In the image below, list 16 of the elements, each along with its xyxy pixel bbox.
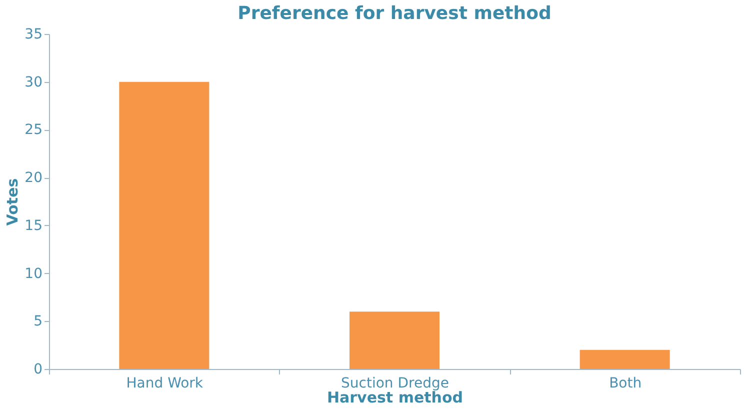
y-tick-label: 15 <box>24 218 42 234</box>
y-tick-label: 10 <box>24 266 42 282</box>
bar <box>580 350 670 369</box>
bar <box>119 82 210 369</box>
chart-title: Preference for harvest method <box>238 3 552 24</box>
x-tick-label: Hand Work <box>126 376 204 392</box>
y-axis-title: Votes <box>4 178 22 226</box>
y-tick-label: 30 <box>24 74 42 90</box>
y-tick-label: 35 <box>24 26 42 42</box>
y-tick-label: 20 <box>24 170 42 186</box>
y-tick-label: 5 <box>34 314 42 330</box>
y-tick-label: 25 <box>24 122 42 138</box>
x-tick-label: Suction Dredge <box>341 376 449 392</box>
x-tick-label: Both <box>609 376 642 392</box>
y-tick-label: 0 <box>34 362 42 378</box>
bar <box>350 312 440 369</box>
